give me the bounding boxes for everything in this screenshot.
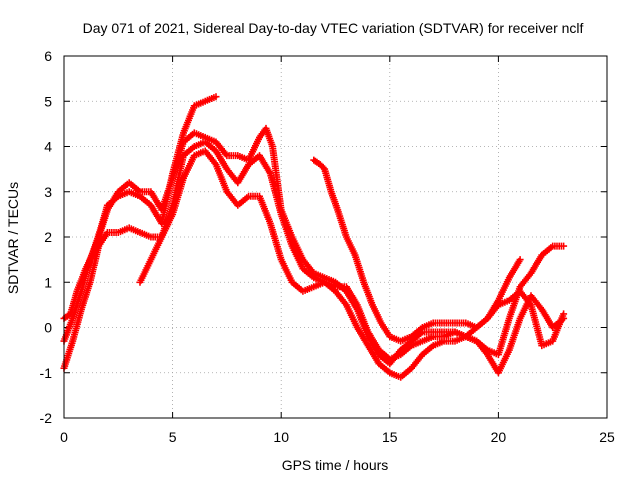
y-tick-label: -2 (40, 410, 53, 426)
series-E (310, 156, 524, 345)
y-tick-label: -1 (40, 365, 53, 381)
series-D-markers (136, 147, 568, 381)
y-tick-label: 4 (44, 139, 52, 155)
x-tick-label: 25 (599, 429, 615, 445)
chart-title: Day 071 of 2021, Sidereal Day-to-day VTE… (83, 20, 584, 36)
x-tick-label: 10 (273, 429, 289, 445)
x-axis-label: GPS time / hours (282, 457, 389, 473)
series-C-markers (60, 138, 568, 377)
plot-frame (63, 55, 608, 419)
y-tick-label: 6 (44, 48, 52, 64)
y-tick-label: 1 (44, 274, 52, 290)
series-E-markers (310, 156, 524, 345)
y-tick-label: 2 (44, 229, 52, 245)
series-C (60, 138, 568, 377)
y-axis-label: SDTVAR / TECUs (5, 182, 21, 294)
series-D (136, 147, 568, 381)
x-tick-label: 0 (60, 429, 68, 445)
x-tick-label: 20 (491, 429, 507, 445)
x-tick-label: 15 (382, 429, 398, 445)
grid-lines (64, 56, 607, 418)
axes: 0 5 10 15 20 25 -2 -1 0 1 2 3 4 5 6 (40, 48, 615, 445)
y-tick-label: 0 (44, 320, 52, 336)
y-tick-label: 5 (44, 93, 52, 109)
x-tick-label: 5 (169, 429, 177, 445)
y-tick-label: 3 (44, 184, 52, 200)
